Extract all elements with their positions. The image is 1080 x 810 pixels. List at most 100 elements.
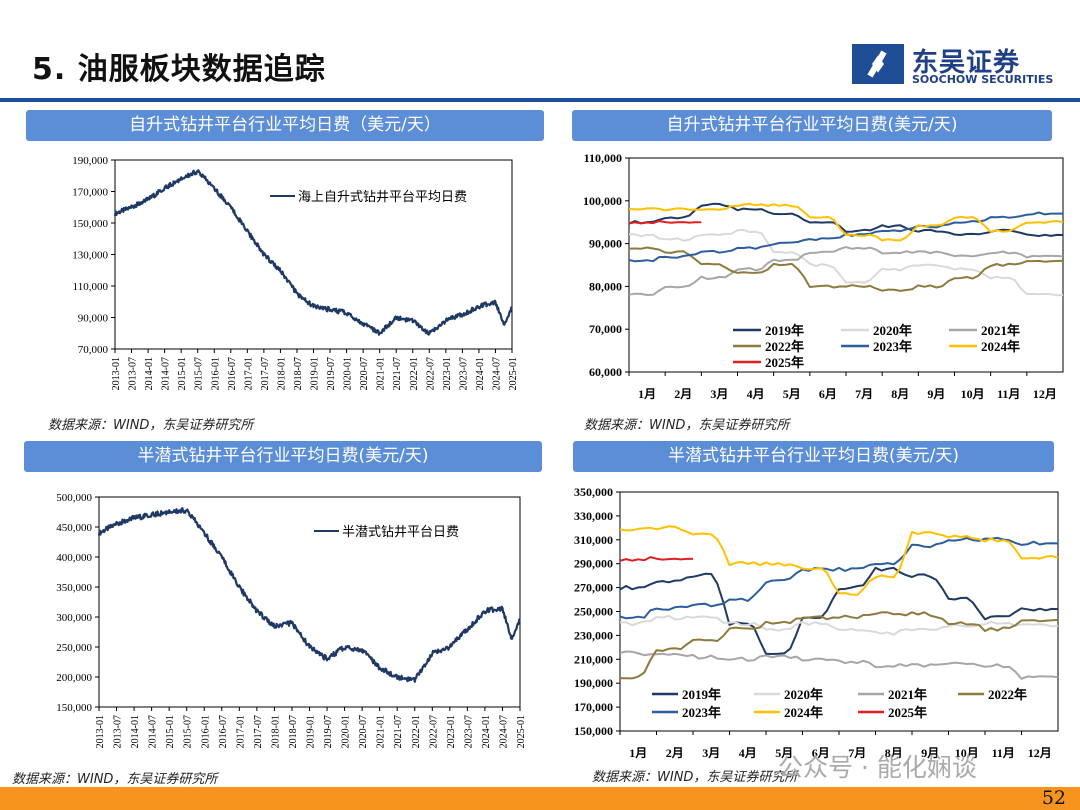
x-tick-label: 4月 (739, 746, 757, 760)
x-tick-label: 2023-01 (442, 357, 453, 390)
y-tick-label: 110,000 (584, 151, 622, 165)
x-tick-label: 2021-01 (376, 357, 387, 390)
x-tick-label: 2025-01 (516, 715, 527, 748)
x-tick-label: 2014-07 (161, 357, 172, 390)
legend-label: 2023年 (682, 705, 721, 720)
legend-label: 2020年 (873, 323, 912, 338)
y-tick-label: 250,000 (574, 605, 613, 619)
x-tick-label: 8月 (891, 387, 909, 401)
legend-label: 海上自升式钻井平台平均日费 (298, 190, 467, 205)
x-tick-label: 9月 (921, 746, 939, 760)
x-tick-label: 2019-01 (306, 715, 317, 748)
x-tick-label: 5月 (775, 746, 793, 760)
series-line-2021年 (628, 246, 1064, 296)
logo-text-cn: 东吴证券 (912, 48, 1021, 78)
x-tick-label: 2022-07 (428, 715, 439, 748)
x-tick-label: 2019-07 (323, 715, 334, 748)
series-line-2025年 (628, 220, 702, 225)
y-tick-label: 350,000 (56, 582, 92, 594)
x-tick-label: 2016-07 (227, 357, 238, 390)
x-tick-label: 2024-01 (475, 357, 486, 390)
x-tick-label: 2021-01 (376, 715, 387, 748)
x-tick-label: 2018-07 (293, 357, 304, 390)
x-tick-label: 7月 (855, 387, 873, 401)
y-tick-label: 270,000 (574, 581, 613, 595)
series-line-2025年 (619, 556, 693, 562)
x-tick-label: 2022-07 (425, 357, 436, 390)
legend-label: 2022年 (988, 687, 1027, 702)
page-title: 5. 油服板块数据追踪 (32, 52, 326, 87)
y-tick-label: 170,000 (574, 700, 613, 714)
x-tick-label: 2022-01 (411, 715, 422, 748)
legend-label: 2020年 (784, 687, 823, 702)
x-tick-label: 1月 (629, 746, 647, 760)
series-line-2022年 (628, 246, 1064, 292)
y-tick-label: 400,000 (56, 552, 92, 564)
y-tick-label: 150,000 (56, 702, 92, 714)
soochow-logo-icon (852, 44, 904, 84)
y-tick-label: 450,000 (56, 522, 92, 534)
y-tick-label: 190,000 (574, 676, 613, 690)
x-tick-label: 2023-07 (458, 357, 469, 390)
y-tick-label: 230,000 (574, 628, 613, 642)
x-tick-label: 2018-07 (288, 715, 299, 748)
watermark: 公众号 · 能化娴谈 (778, 753, 977, 782)
x-tick-label: 12月 (1033, 387, 1057, 401)
x-tick-label: 6月 (812, 746, 830, 760)
x-tick-label: 2月 (674, 387, 692, 401)
y-tick-label: 310,000 (574, 533, 613, 547)
x-tick-label: 10月 (961, 387, 985, 401)
y-tick-label: 170,000 (72, 187, 108, 199)
series-line-2024年 (628, 202, 1064, 242)
x-tick-label: 2013-07 (113, 715, 124, 748)
x-tick-label: 2016-07 (218, 715, 229, 748)
y-tick-label: 80,000 (589, 279, 622, 293)
legend-label: 半潜式钻井平台日费 (342, 525, 459, 540)
source-note-3: 数据来源：WIND，东吴证券研究所 (12, 772, 218, 787)
y-tick-label: 70,000 (78, 344, 109, 356)
x-tick-label: 2018-01 (270, 715, 281, 748)
footer-bar (0, 787, 1080, 810)
x-tick-label: 2024-01 (481, 715, 492, 748)
x-tick-label: 2018-01 (276, 357, 287, 390)
y-tick-label: 150,000 (72, 218, 108, 230)
x-tick-label: 2015-01 (177, 357, 188, 390)
y-tick-label: 90,000 (78, 313, 109, 325)
panel-title-jackup-history: 自升式钻井平台行业平均日费（美元/天） (26, 110, 544, 141)
series-line-海上自升式钻井平台平均日费 (113, 169, 513, 336)
x-tick-label: 2014-07 (148, 715, 159, 748)
x-tick-label: 7月 (848, 746, 866, 760)
panel-title-semisub-history: 半潜式钻井平台行业平均日费(美元/天) (24, 441, 542, 472)
x-tick-label: 11月 (992, 746, 1015, 760)
x-tick-label: 2022-01 (409, 357, 420, 390)
legend-label: 2025年 (765, 355, 804, 370)
x-tick-label: 2017-07 (253, 715, 264, 748)
y-tick-label: 100,000 (583, 194, 622, 208)
series-line-半潜式钻井平台日费 (97, 507, 521, 683)
x-tick-label: 2021-07 (392, 357, 403, 390)
x-tick-label: 2017-01 (243, 357, 254, 390)
x-tick-label: 2013-01 (95, 715, 106, 748)
x-tick-label: 2015-07 (183, 715, 194, 748)
header-divider (0, 98, 1080, 102)
x-tick-label: 2015-07 (194, 357, 205, 390)
series-line-2024年 (619, 525, 1059, 596)
source-note-2: 数据来源：WIND，东吴证券研究所 (584, 418, 790, 433)
source-note-4: 数据来源：WIND，东吴证券研究所 (592, 770, 798, 785)
x-tick-label: 2020-07 (358, 715, 369, 748)
legend-label: 2019年 (765, 323, 804, 338)
logo-text-en: SOOCHOW SECURITIES (912, 73, 1054, 86)
series-line-2022年 (619, 611, 1059, 680)
source-note-1: 数据来源：WIND，东吴证券研究所 (48, 418, 254, 433)
y-tick-label: 200,000 (56, 672, 92, 684)
x-tick-label: 2020-07 (359, 357, 370, 390)
y-tick-label: 110,000 (73, 281, 109, 293)
x-tick-label: 2013-07 (128, 357, 139, 390)
x-tick-label: 2月 (666, 746, 684, 760)
y-tick-label: 250,000 (56, 642, 92, 654)
x-tick-label: 2019-07 (326, 357, 337, 390)
x-tick-label: 2016-01 (210, 357, 221, 390)
legend-label: 2023年 (873, 339, 912, 354)
